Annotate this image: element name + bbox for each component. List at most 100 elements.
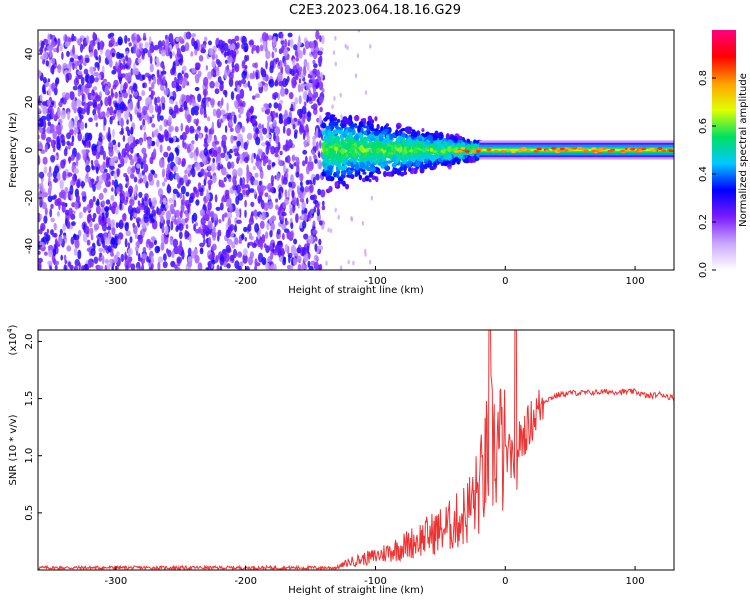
heatmap-cell [38, 142, 43, 152]
heatmap-cell [47, 260, 53, 266]
heatmap-cell [464, 150, 470, 153]
heatmap-cell [263, 103, 269, 108]
heatmap-cell [50, 40, 57, 48]
heatmap-cell [261, 257, 267, 265]
heatmap-cell [61, 203, 66, 213]
heatmap-cell [364, 252, 367, 257]
heatmap-cell [204, 125, 208, 133]
y-tick-label: 1.0 [24, 448, 35, 464]
heatmap-cell [443, 142, 448, 149]
heatmap-band [479, 148, 674, 152]
heatmap-cell [157, 133, 162, 141]
heatmap-cell [144, 41, 149, 49]
heatmap-cell [148, 213, 154, 220]
heatmap-cell [142, 246, 147, 253]
heatmap-cell [308, 89, 312, 97]
heatmap-cell [182, 80, 185, 86]
heatmap-cell [283, 257, 286, 263]
heatmap-cell [318, 152, 321, 159]
heatmap-cell [319, 82, 323, 90]
heatmap-cell [406, 162, 412, 168]
heatmap-cell [109, 157, 115, 167]
heatmap-cell [104, 96, 109, 107]
heatmap-cell [338, 156, 343, 163]
heatmap-cell [163, 253, 167, 261]
heatmap-cell [329, 169, 333, 176]
heatmap-cell [291, 80, 297, 89]
heatmap-cell [187, 203, 190, 214]
heatmap-cell [137, 99, 140, 110]
heatmap-cell [133, 212, 138, 218]
heatmap-cell [224, 125, 228, 133]
heatmap-cell [90, 234, 94, 241]
heatmap-cell [295, 74, 299, 81]
heatmap-cell [332, 129, 339, 135]
heatmap-cell [275, 204, 279, 210]
heatmap-cell [290, 103, 294, 112]
heatmap-cell [88, 198, 94, 209]
heatmap-cell [406, 145, 410, 153]
heatmap-cell [67, 172, 73, 177]
heatmap-cell [146, 207, 151, 216]
heatmap-cell [57, 38, 61, 47]
heatmap-cell [396, 125, 400, 130]
heatmap-cell [314, 131, 319, 139]
heatmap-cell [166, 248, 169, 255]
heatmap-cell [244, 151, 248, 156]
heatmap-cell [312, 194, 317, 201]
heatmap-cell [630, 147, 636, 151]
heatmap-cell [194, 73, 201, 80]
heatmap-cell [185, 224, 189, 230]
heatmap-cell [100, 111, 104, 118]
heatmap-cell [291, 190, 295, 199]
heatmap-cell [214, 140, 220, 145]
heatmap-cell [236, 85, 241, 93]
heatmap-cell [297, 83, 302, 93]
heatmap-cell [136, 163, 141, 169]
heatmap-cell [127, 129, 131, 137]
heatmap-cell [184, 229, 188, 240]
heatmap-cell [133, 61, 136, 71]
heatmap-cell [76, 38, 81, 44]
heatmap-cell [346, 160, 352, 167]
heatmap-cell [321, 35, 325, 45]
heatmap-cell [505, 149, 511, 152]
heatmap-cell [288, 231, 293, 242]
heatmap-cell [447, 139, 453, 145]
heatmap-cell [261, 234, 266, 244]
heatmap-cell [122, 212, 127, 222]
heatmap-cell [234, 63, 240, 73]
heatmap-cell [293, 238, 298, 245]
heatmap-cell [62, 223, 66, 232]
x-tick-label: -100 [364, 576, 387, 587]
heatmap-cell [175, 138, 180, 143]
heatmap-cell [267, 194, 271, 201]
heatmap-cell [137, 157, 141, 165]
heatmap-cell [350, 216, 354, 222]
heatmap-cell [243, 248, 248, 256]
heatmap-cell [229, 120, 233, 127]
heatmap-cell [38, 261, 42, 270]
heatmap-cell [199, 133, 203, 140]
heatmap-cell [292, 257, 298, 266]
heatmap-cell [69, 57, 74, 62]
heatmap-cell [278, 159, 284, 167]
heatmap-cell [96, 198, 100, 206]
heatmap-cell [315, 30, 320, 40]
heatmap-cell [149, 55, 153, 65]
heatmap-cell [239, 153, 244, 160]
heatmap-cell [236, 219, 242, 224]
heatmap-cell [74, 259, 80, 267]
heatmap-cell [420, 167, 425, 174]
heatmap-cell [89, 51, 94, 57]
heatmap-cell [348, 131, 353, 137]
heatmap-cell [252, 70, 255, 80]
heatmap-cell [149, 156, 154, 165]
heatmap-cell [121, 65, 126, 70]
heatmap-cell [147, 49, 152, 58]
heatmap-cell [156, 96, 161, 104]
heatmap-cell [427, 134, 433, 141]
heatmap-cell [185, 209, 188, 218]
heatmap-cell [454, 150, 460, 153]
heatmap-cell [411, 157, 416, 161]
